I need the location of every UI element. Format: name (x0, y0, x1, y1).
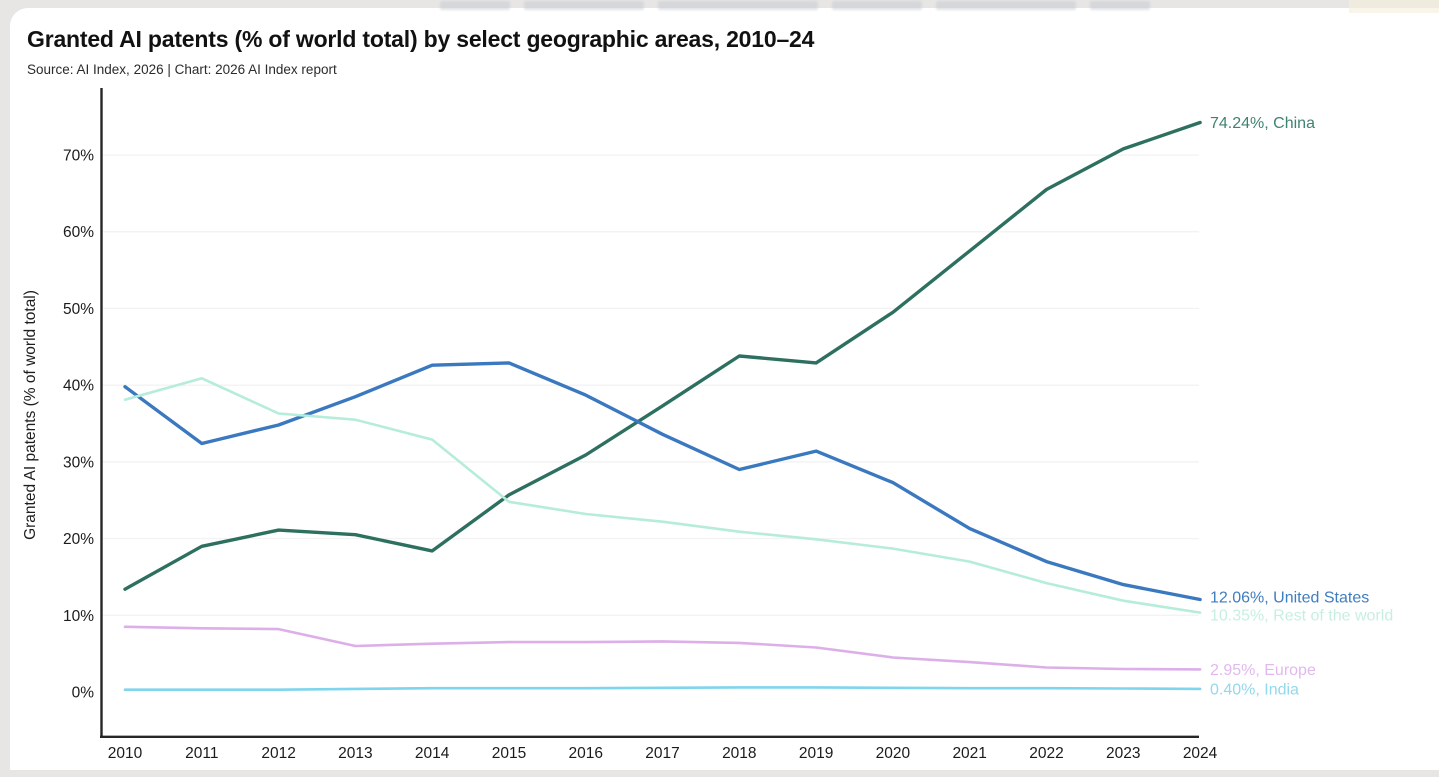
series-line-united-states (123, 361, 1202, 602)
y-tick-label-70%: 70% (63, 148, 94, 165)
end-label-china: 74.24%, China (1210, 115, 1315, 132)
y-tick-label-40%: 40% (63, 378, 94, 395)
x-tick-label-2021: 2021 (952, 745, 986, 762)
end-label-united-states: 12.06%, United States (1210, 590, 1369, 607)
x-tick-label-2019: 2019 (799, 745, 833, 762)
x-tick-label-2020: 2020 (876, 745, 911, 762)
end-label-europe: 2.95%, Europe (1210, 662, 1316, 679)
top-edge-tint (1349, 0, 1439, 13)
series-line-rest-of-the-world (123, 376, 1202, 614)
series-line-europe (123, 625, 1202, 671)
y-tick-label-20%: 20% (63, 531, 94, 548)
x-tick-label-2016: 2016 (568, 745, 602, 762)
watermark-fragment (658, 1, 818, 10)
series-line-india (123, 686, 1202, 692)
watermark-fragment (440, 1, 510, 10)
x-tick-label-2014: 2014 (415, 745, 450, 762)
top-watermark-strip (440, 1, 1160, 10)
x-tick-label-2015: 2015 (492, 745, 526, 762)
y-tick-label-10%: 10% (63, 608, 94, 625)
y-tick-label-30%: 30% (63, 454, 94, 471)
x-tick-label-2013: 2013 (338, 745, 372, 762)
x-tick-label-2011: 2011 (185, 745, 218, 762)
x-tick-label-2010: 2010 (108, 745, 143, 762)
x-tick-label-2018: 2018 (722, 745, 756, 762)
x-tick-label-2023: 2023 (1106, 745, 1140, 762)
x-tick-label-2022: 2022 (1029, 745, 1063, 762)
watermark-fragment (1090, 1, 1150, 10)
end-label-india: 0.40%, India (1210, 681, 1299, 698)
chart-header: Granted AI patents (% of world total) by… (27, 26, 814, 77)
end-label-rest-of-the-world: 10.35%, Rest of the world (1210, 608, 1393, 625)
x-tick-label-2012: 2012 (261, 745, 295, 762)
watermark-fragment (832, 1, 922, 10)
x-tick-label-2017: 2017 (645, 745, 679, 762)
watermark-fragment (936, 1, 1076, 10)
y-tick-label-60%: 60% (63, 224, 94, 241)
chart-title: Granted AI patents (% of world total) by… (27, 26, 815, 52)
chart-source: Source: AI Index, 2026 | Chart: 2026 AI … (27, 62, 337, 77)
x-tick-label-2024: 2024 (1183, 745, 1218, 762)
y-tick-label-0%: 0% (72, 685, 95, 702)
series-line-china (123, 120, 1202, 591)
y-tick-label-50%: 50% (63, 301, 94, 318)
watermark-fragment (524, 1, 644, 10)
